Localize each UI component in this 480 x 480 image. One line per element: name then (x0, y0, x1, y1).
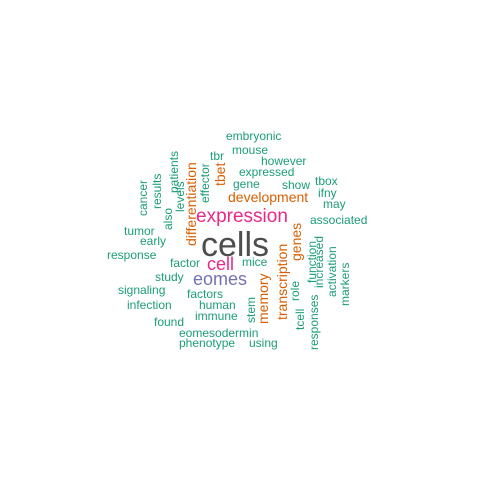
word-signaling: signaling (118, 283, 166, 297)
word-factor: factor (170, 256, 201, 270)
word-show: show (282, 178, 311, 192)
word-may: may (323, 197, 346, 211)
word-mice: mice (242, 255, 268, 269)
word-associated: associated (310, 213, 368, 227)
word-eomes: eomes (193, 269, 248, 289)
word-cells: cells (201, 226, 270, 264)
word-tbr: tbr (210, 149, 225, 163)
word-using: using (249, 336, 278, 350)
word-expression: expression (196, 206, 288, 227)
word-tumor: tumor (124, 224, 155, 238)
word-expressed: expressed (239, 165, 295, 179)
word-factors: factors (187, 287, 224, 301)
word-human: human (199, 298, 236, 312)
word-effector: effector (198, 163, 212, 203)
word-tcell: tcell (293, 308, 307, 330)
word-however: however (261, 154, 307, 168)
word-stem: stem (244, 296, 258, 323)
word-ifny: ifny (318, 186, 337, 200)
word-mouse: mouse (232, 143, 269, 157)
word-cell: cell (207, 254, 235, 274)
word-activation: activation (325, 246, 339, 297)
word-response: response (107, 248, 157, 262)
word-tbox: tbox (315, 174, 338, 188)
word-transcription: transcription (274, 243, 290, 320)
word-genes: genes (288, 222, 304, 261)
word-also: also (161, 207, 175, 230)
word-infection: infection (127, 298, 172, 312)
word-gene: gene (233, 177, 260, 191)
word-increased: increased (312, 235, 326, 288)
word-eomesodermin: eomesodermin (179, 326, 259, 340)
word-embryonic: embryonic (226, 129, 282, 143)
word-role: role (288, 280, 302, 301)
word-memory: memory (255, 273, 271, 324)
word-development: development (228, 189, 309, 205)
word-study: study (155, 270, 184, 284)
word-early: early (140, 234, 167, 248)
word-responses: responses (307, 294, 321, 350)
word-found: found (154, 315, 185, 329)
word-cancer: cancer (136, 179, 150, 216)
word-immune: immune (195, 309, 238, 323)
word-tbet: tbet (212, 162, 228, 186)
word-markers: markers (338, 262, 352, 306)
word-phenotype: phenotype (179, 336, 236, 350)
word-levels: levels (173, 181, 187, 212)
word-results: results (150, 173, 164, 209)
